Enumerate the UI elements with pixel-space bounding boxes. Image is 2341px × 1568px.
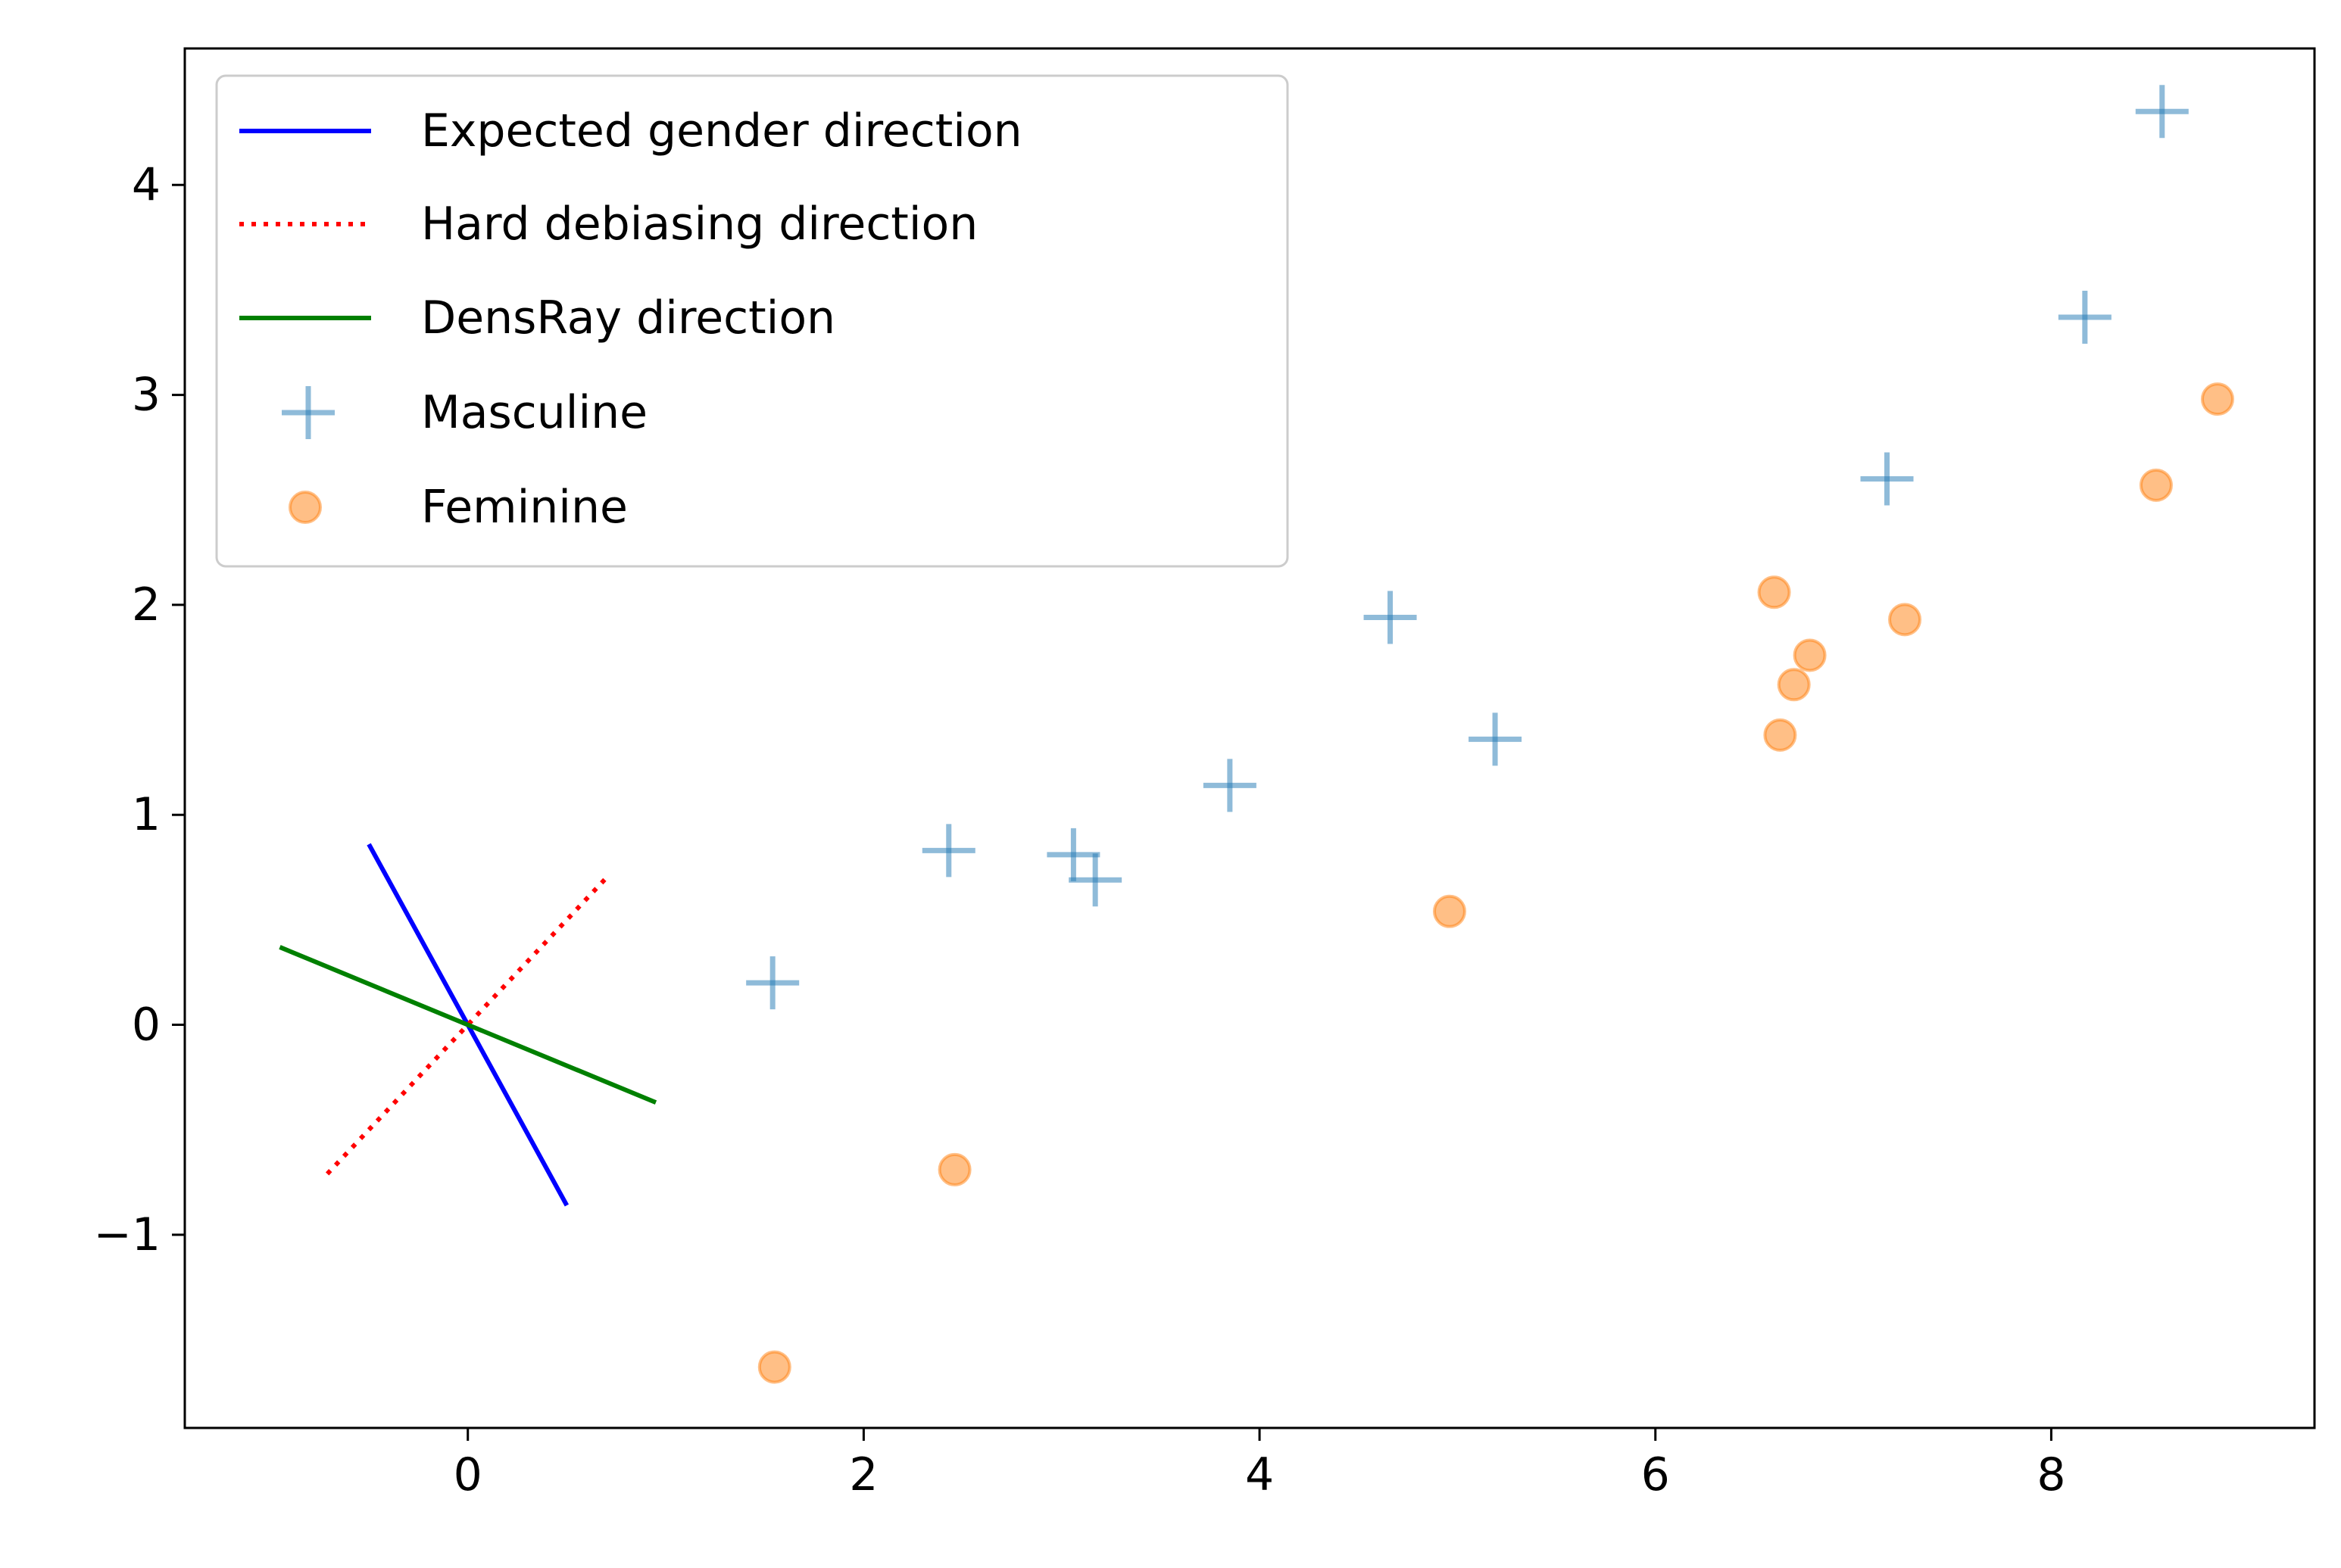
x-tick-label-1: 2 <box>849 1448 878 1501</box>
line-hard-debiasing-direction <box>325 874 610 1176</box>
legend-handle-masculine <box>282 386 335 439</box>
legend-label-masculine: Masculine <box>421 386 648 439</box>
feminine-point-4 <box>1763 718 1797 752</box>
axis-ticks: 0 2 4 6 8 −1 0 1 2 3 4 <box>94 158 2066 1501</box>
y-tick-label-5: 4 <box>132 158 161 211</box>
legend: Expected gender direction Hard debiasing… <box>215 74 1289 568</box>
masculine-point-8 <box>2058 290 2112 344</box>
masculine-point-9 <box>2135 85 2189 139</box>
feminine-point-0 <box>757 1350 791 1384</box>
y-tick-label-0: −1 <box>94 1208 161 1261</box>
masculine-point-5 <box>1363 591 1417 644</box>
legend-label-densray-direction: DensRay direction <box>421 291 835 344</box>
masculine-point-4 <box>1203 759 1256 812</box>
feminine-point-8 <box>2139 468 2173 502</box>
feminine-point-2 <box>1432 894 1466 928</box>
feminine-point-9 <box>2200 382 2234 416</box>
feminine-point-5 <box>1777 668 1811 702</box>
legend-handle-feminine <box>289 491 322 524</box>
scatter-markers <box>746 85 2234 1384</box>
y-tick-label-1: 0 <box>132 999 161 1052</box>
x-tick-label-0: 0 <box>454 1448 482 1501</box>
masculine-point-3 <box>1069 853 1122 907</box>
y-tick-label-4: 3 <box>132 369 161 422</box>
feminine-point-7 <box>1888 603 1922 637</box>
line-densray-direction <box>279 945 657 1105</box>
legend-label-hard-debiasing-direction: Hard debiasing direction <box>421 198 978 251</box>
masculine-point-6 <box>1469 712 1522 766</box>
y-tick-label-2: 1 <box>132 788 161 841</box>
x-tick-label-3: 6 <box>1641 1448 1670 1501</box>
x-tick-label-4: 8 <box>2037 1448 2065 1501</box>
masculine-point-7 <box>1860 452 1914 506</box>
masculine-point-2 <box>1047 828 1100 881</box>
masculine-point-1 <box>922 824 975 878</box>
legend-label-feminine: Feminine <box>421 481 628 534</box>
x-tick-label-2: 4 <box>1245 1448 1274 1501</box>
feminine-point-3 <box>1757 575 1791 609</box>
masculine-point-0 <box>746 956 800 1010</box>
legend-frame <box>215 74 1289 568</box>
y-tick-label-3: 2 <box>132 578 161 631</box>
plot-frame <box>183 47 2316 1429</box>
feminine-point-6 <box>1793 638 1827 672</box>
direction-lines <box>279 843 657 1207</box>
feminine-point-1 <box>938 1152 972 1186</box>
legend-label-expected-gender-direction: Expected gender direction <box>421 104 1022 157</box>
